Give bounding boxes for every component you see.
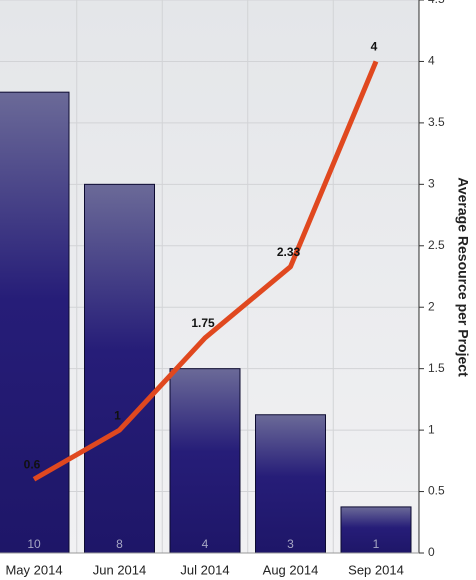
y2-axis-title: Average Resource per Project [455, 177, 471, 377]
bar [255, 414, 326, 554]
y2-tick-label: 4.5 [428, 0, 445, 6]
bar-value-label: 1 [373, 537, 380, 551]
y2-tick-label: 3.5 [428, 115, 445, 129]
x-tick-label: Sep 2014 [348, 562, 404, 577]
bar-value-label: 8 [116, 537, 123, 551]
bar [169, 368, 241, 554]
line-value-label: 4 [371, 40, 378, 54]
line-value-label: 0.6 [24, 457, 41, 471]
x-tick-label: May 2014 [5, 562, 62, 577]
bar-value-label: 4 [202, 537, 209, 551]
bar [340, 506, 412, 554]
line-value-label: 1 [114, 408, 121, 422]
line-value-label: 1.75 [191, 316, 215, 330]
x-tick-label: Jun 2014 [93, 562, 147, 577]
y2-tick-label: 3 [428, 177, 435, 191]
x-tick-label: Aug 2014 [263, 562, 319, 577]
y2-tick-label: 1.5 [428, 361, 445, 375]
y2-tick-label: 1 [428, 422, 435, 436]
line [32, 60, 379, 482]
y2-tick-label: 2 [428, 299, 435, 313]
line-value-label: 2.33 [277, 245, 301, 259]
bar [84, 183, 155, 554]
bar-value-label: 10 [27, 537, 41, 551]
y2-tick-label: 0.5 [428, 484, 445, 498]
y2-tick-label: 2.5 [428, 238, 445, 252]
bar [0, 91, 70, 554]
y2-tick-label: 0 [428, 545, 435, 559]
y2-tick-label: 4 [428, 54, 435, 68]
x-tick-label: Jul 2014 [180, 562, 229, 577]
bar-value-label: 3 [287, 537, 294, 551]
